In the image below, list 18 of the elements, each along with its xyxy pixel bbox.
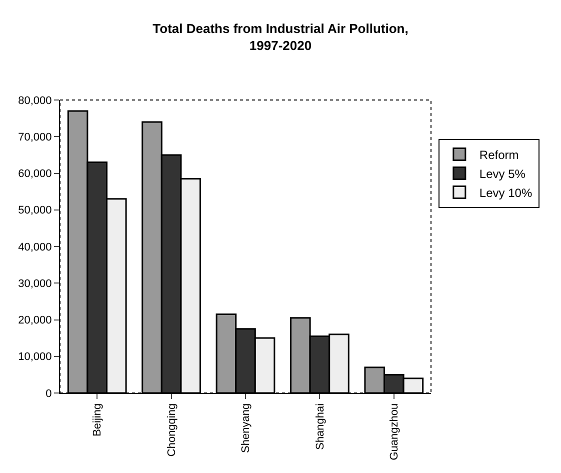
legend-label: Levy 5% <box>479 166 526 181</box>
y-tick-label: 70,000 <box>18 131 52 144</box>
y-tick-label: 60,000 <box>18 168 52 180</box>
x-tick-label: Shanghai <box>314 403 326 450</box>
y-tick-label: 10,000 <box>18 351 52 364</box>
legend-label: Reform <box>479 148 519 162</box>
x-tick-label: Beijing <box>92 403 104 436</box>
x-tick-label: Shenyang <box>240 403 252 453</box>
y-tick-label: 20,000 <box>18 314 52 327</box>
x-tick-label: Guangzhou <box>388 403 400 460</box>
x-tick-label: Chongqing <box>166 403 178 457</box>
y-tick-label: 80,000 <box>18 94 52 107</box>
y-tick-label: 40,000 <box>18 241 52 254</box>
y-tick-label: 50,000 <box>18 204 52 217</box>
y-tick-label: 0 <box>46 388 52 400</box>
y-tick-label: 30,000 <box>18 278 52 290</box>
legend-label: Levy 10% <box>479 186 532 200</box>
chart-title: Total Deaths from Industrial Air Pollution, 1997-2020 <box>152 21 408 54</box>
